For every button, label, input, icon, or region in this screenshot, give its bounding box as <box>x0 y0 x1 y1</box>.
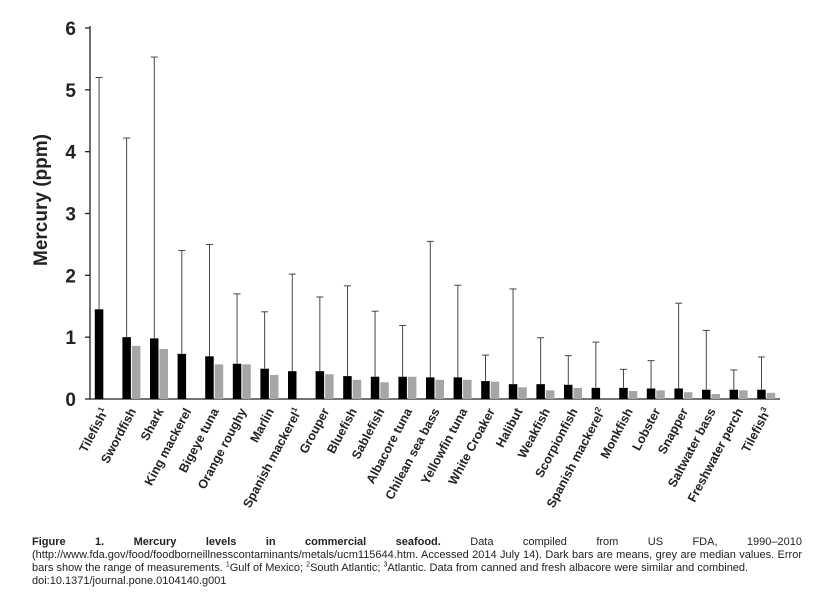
median-bar <box>435 379 444 399</box>
median-bar <box>711 394 720 399</box>
mean-bar <box>177 353 187 399</box>
median-bar <box>463 379 472 399</box>
mean-bar <box>646 388 656 399</box>
footnote-mark-1: 1 <box>225 561 230 569</box>
median-bar <box>325 374 334 399</box>
mean-bar <box>122 337 131 399</box>
y-tick-label: 1 <box>65 328 76 349</box>
footnote-3: Atlantic. Data from canned and fresh alb… <box>387 562 749 574</box>
y-axis-label: Mercury (ppm) <box>31 134 52 266</box>
mean-bar <box>481 381 490 399</box>
figure-caption: Figure 1. Mercury levels in commercial s… <box>32 536 802 588</box>
median-bar <box>628 390 638 399</box>
bars-group <box>94 309 776 399</box>
caption-text: Data compiled from US FDA, 1990–2010 (ht… <box>32 536 802 574</box>
mean-bar <box>619 387 628 399</box>
median-bar <box>269 374 279 399</box>
mean-bar <box>398 376 407 399</box>
x-tick-label: Shark <box>138 406 167 443</box>
median-bar <box>214 364 224 399</box>
mean-bar <box>729 389 739 399</box>
mean-bar <box>370 376 380 399</box>
median-bar <box>131 345 141 399</box>
mean-bar <box>674 388 683 399</box>
mean-bar <box>757 389 766 399</box>
y-tick-label: 5 <box>65 81 76 102</box>
mean-bar <box>343 376 352 399</box>
mean-bar <box>315 371 325 399</box>
mean-bar <box>260 368 269 399</box>
error-bars-group <box>95 56 765 390</box>
y-tick-label: 6 <box>65 19 76 40</box>
x-tick-label: Monkfish <box>598 406 636 461</box>
mean-bar <box>536 384 545 399</box>
median-bar <box>656 390 665 399</box>
median-bar <box>352 379 362 399</box>
mean-bar <box>205 356 214 399</box>
median-bar <box>518 387 527 399</box>
mean-bar <box>94 309 104 399</box>
footnote-1: Gulf of Mexico; <box>229 562 304 574</box>
footnote-2: South Atlantic; <box>310 562 381 574</box>
median-bar <box>545 390 555 399</box>
x-tick-label: Marlin <box>247 406 277 445</box>
median-bar <box>573 387 582 399</box>
mean-bar <box>232 363 242 399</box>
y-tick-label: 4 <box>65 143 76 164</box>
median-bar <box>242 364 251 399</box>
mercury-bar-chart: Mercury (ppm) 0 1 2 3 4 5 6 Tilefish1Swordfish… <box>31 19 780 510</box>
mean-bar <box>508 384 518 399</box>
median-bar <box>380 382 389 399</box>
caption-doi: doi:10.1371/journal.pone.0104140.g001 <box>32 575 227 587</box>
y-tick-label: 3 <box>65 205 76 226</box>
median-bar <box>739 390 748 399</box>
y-tick-label: 2 <box>65 266 76 287</box>
median-bar <box>683 392 693 399</box>
mean-bar <box>453 377 463 399</box>
mean-bar <box>426 377 435 399</box>
mean-bar <box>702 389 711 399</box>
mean-bar <box>591 387 601 399</box>
mean-bar <box>288 371 297 399</box>
median-bar <box>407 376 417 399</box>
mean-bar <box>564 384 573 399</box>
footnote-mark-2: 2 <box>306 561 311 569</box>
caption-title: Figure 1. Mercury levels in commercial s… <box>32 536 441 548</box>
y-tick-label: 0 <box>65 390 76 411</box>
median-bar <box>159 348 168 399</box>
median-bar <box>766 392 776 399</box>
median-bar <box>490 381 500 399</box>
mean-bar <box>150 338 159 399</box>
y-axis: 0 1 2 3 4 5 6 <box>65 19 91 411</box>
footnote-mark-3: 3 <box>383 561 388 569</box>
